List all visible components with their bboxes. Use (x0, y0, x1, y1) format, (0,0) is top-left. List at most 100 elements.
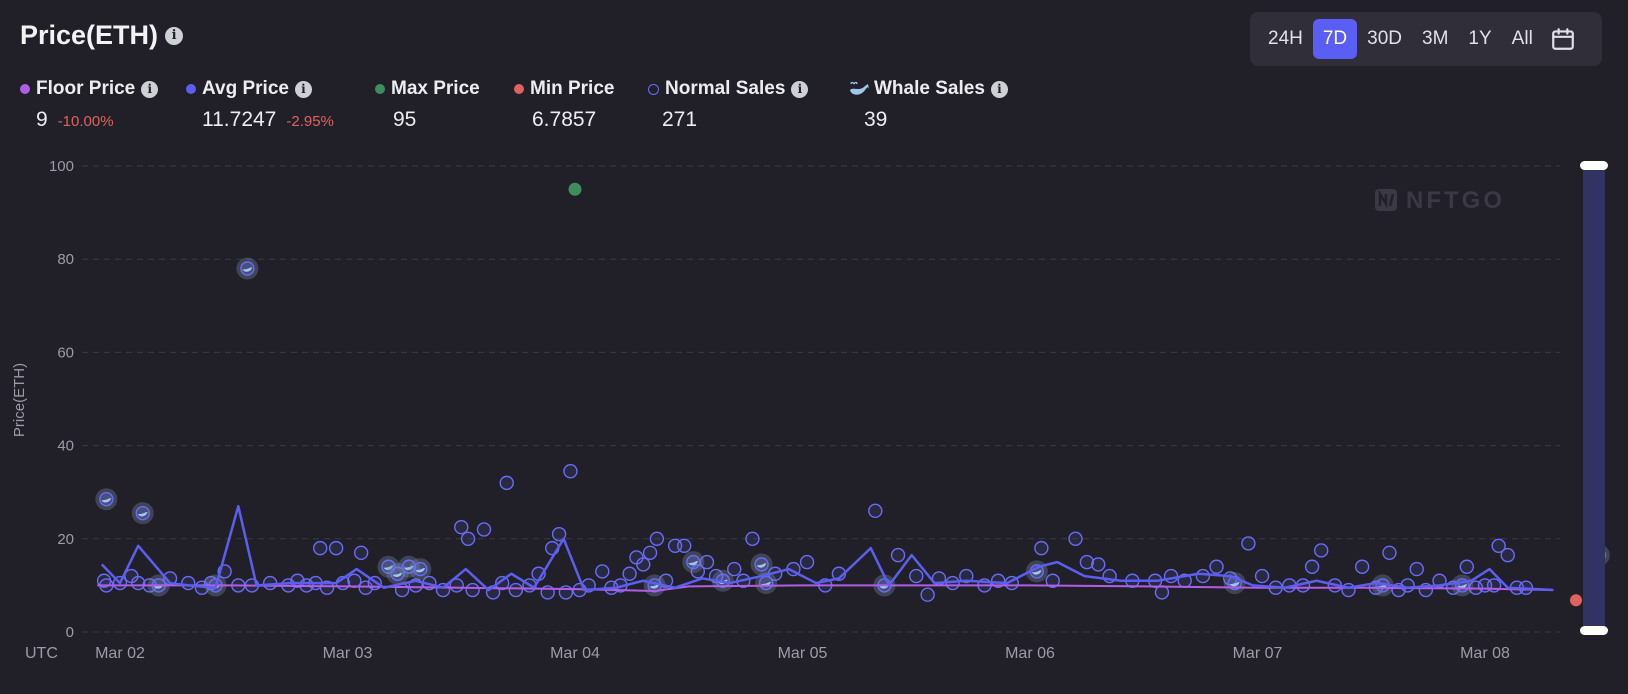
normal-sale-point (595, 564, 610, 579)
range-30d-button[interactable]: 30D (1367, 28, 1403, 49)
min-price-dot-icon (514, 84, 524, 94)
zoom-handle-bottom[interactable] (1580, 626, 1608, 635)
normal-sale-point (1034, 540, 1049, 556)
whale-sales-value: 39 (864, 108, 888, 131)
whale-icon (688, 561, 699, 566)
normal-sales-label: Normal Sales (665, 78, 786, 99)
normal-sale-point (622, 566, 637, 581)
normal-sale-point (1382, 545, 1397, 560)
watermark-text: NFTGO (1406, 187, 1505, 214)
normal-sale-point (909, 568, 924, 584)
whale-sale-point (95, 488, 118, 511)
nftgo-watermark: NFTGO (1375, 187, 1505, 214)
normal-sale-point (677, 538, 692, 553)
whale-sales-label: Whale Sales (874, 78, 985, 99)
whale-icon (1031, 570, 1042, 575)
normal-sale-point (460, 531, 476, 546)
info-icon[interactable]: i (990, 80, 1008, 98)
whale-sale-halo (377, 555, 400, 578)
whale-sale-halo (682, 551, 705, 574)
min-price-value: 6.7857 (532, 108, 597, 131)
normal-sale-point (1241, 536, 1256, 551)
avg-price-change: -2.95% (286, 113, 334, 130)
legend-whale-sales[interactable]: Whale Sales i 39 (848, 78, 1008, 131)
whale-sale-ring (390, 566, 405, 581)
legend-normal-sales[interactable]: Normal Sales i 271 (648, 78, 809, 131)
normal-sale-point (551, 526, 567, 542)
whale-sale-ring (135, 505, 150, 521)
calendar-icon[interactable] (1547, 19, 1579, 59)
info-icon[interactable]: i (141, 80, 159, 98)
normal-sale-point (328, 540, 344, 556)
whale-sale-ring (401, 559, 417, 574)
floor-price-dot-icon (20, 84, 30, 94)
x-tick-label: Mar 07 (1233, 645, 1283, 662)
page-title-text: Price(ETH) (20, 20, 159, 50)
whale-sale-ring (413, 561, 428, 577)
y-tick-label: 20 (57, 531, 74, 548)
chart-legend: Floor Price i 9 -10.00% Avg Price i 11.7247… (20, 78, 1120, 138)
x-axis-utc-label: UTC (25, 645, 58, 662)
normal-sale-point (868, 503, 883, 519)
legend-avg-price[interactable]: Avg Price i 11.7247 -2.95% (186, 78, 334, 131)
normal-sale-point (353, 545, 369, 560)
normal-sale-point (642, 545, 658, 560)
normal-sale-point (558, 585, 574, 600)
max-price-value: 95 (393, 108, 417, 131)
time-range-selector: 24H 7D 30D 3M 1Y All (1250, 12, 1602, 66)
whale-sale-ring (754, 557, 769, 572)
normal-sale-point (499, 475, 514, 491)
avg-price-line (100, 504, 1554, 592)
whale-sale-ring (758, 575, 774, 591)
max-price-dot-icon (375, 84, 385, 94)
legend-max-price[interactable]: Max Price 95 (375, 78, 480, 131)
whale-sale-point (377, 555, 400, 578)
range-all-button[interactable]: All (1511, 28, 1533, 49)
info-icon[interactable]: i (165, 26, 184, 45)
normal-sales-ring-icon (648, 83, 659, 95)
info-icon[interactable]: i (791, 80, 809, 98)
info-icon[interactable]: i (294, 80, 312, 98)
floor-price-change: -10.00% (57, 113, 114, 130)
normal-sale-point (1459, 559, 1475, 574)
normal-sale-point (508, 582, 524, 598)
normal-sale-point (1068, 531, 1083, 546)
normal-sale-point (1500, 547, 1515, 563)
zoom-handle-top[interactable] (1580, 161, 1608, 170)
whale-sale-halo (750, 553, 773, 576)
y-tick-label: 100 (49, 158, 74, 175)
max-price-label: Max Price (391, 78, 480, 99)
normal-sale-point (1254, 568, 1270, 584)
whale-sale-ring (240, 261, 255, 276)
whale-sale-halo (1371, 574, 1394, 597)
normal-sale-point (727, 561, 742, 577)
range-3m-button[interactable]: 3M (1422, 28, 1449, 49)
legend-min-price[interactable]: Min Price 6.7857 (514, 78, 614, 131)
avg-price-label: Avg Price (202, 78, 289, 99)
normal-sale-point (465, 582, 480, 598)
whale-sale-ring (686, 554, 701, 570)
normal-sale-point (1304, 559, 1320, 574)
range-24h-button[interactable]: 24H (1268, 28, 1303, 49)
normal-sale-point (920, 587, 935, 602)
range-7d-button[interactable]: 7D (1312, 19, 1358, 59)
legend-floor-price[interactable]: Floor Price i 9 -10.00% (20, 78, 159, 131)
whale-sale-halo (131, 502, 154, 525)
whale-sale-halo (1223, 572, 1246, 595)
whale-sale-halo (1451, 574, 1474, 597)
normal-sale-point (890, 547, 906, 563)
normal-sale-point (799, 554, 815, 570)
x-tick-label: Mar 03 (323, 645, 373, 662)
normal-sale-point (454, 519, 469, 535)
chart-zoom-scrollbar[interactable] (1580, 161, 1608, 635)
whale-sale-point (682, 551, 705, 574)
avg-price-value: 11.7247 (202, 108, 277, 131)
normal-sale-point (636, 557, 651, 572)
normal-sales-value: 271 (662, 108, 698, 131)
y-axis-label: Price(ETH) (11, 363, 28, 437)
whale-sale-point (236, 257, 259, 280)
whale-icon (1229, 582, 1240, 587)
whale-icon (756, 563, 767, 568)
whale-icon (392, 572, 403, 578)
range-1y-button[interactable]: 1Y (1468, 28, 1492, 49)
